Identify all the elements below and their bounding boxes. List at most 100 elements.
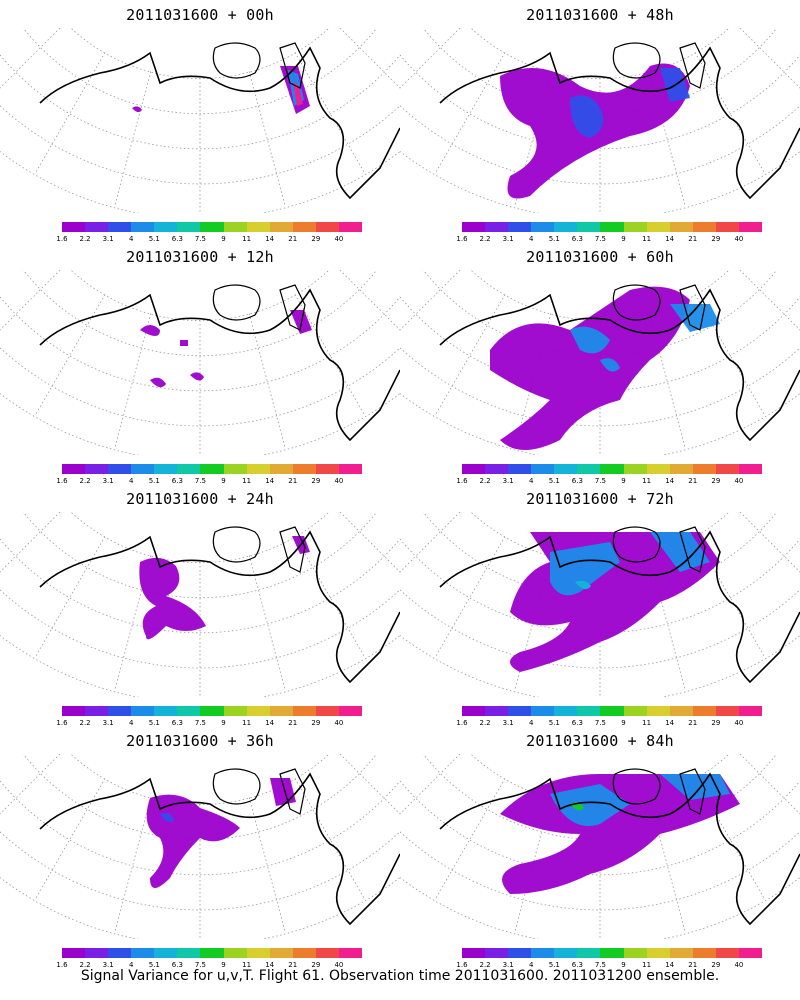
colorbar-tick-label: 29 xyxy=(711,719,721,727)
colorbar-swatch xyxy=(223,706,247,716)
colorbar-ticks: 1.6 2.2 3.1 4 5.1 6.3 7.5 9 11 14 21 29 40 xyxy=(456,719,762,729)
colorbar-tick-label: 4 xyxy=(528,477,534,485)
colorbar-swatch xyxy=(554,222,578,232)
colorbar-tick-label: 21 xyxy=(688,235,698,243)
colorbar-swatch xyxy=(692,706,716,716)
colorbar-swatch xyxy=(62,948,86,958)
colorbar-swatch xyxy=(692,222,716,232)
colorbar-swatch xyxy=(577,222,601,232)
colorbar-ticks: 1.6 2.2 3.1 4 5.1 6.3 7.5 9 11 14 21 29 40 xyxy=(56,235,362,245)
colorbar-swatch xyxy=(531,464,555,474)
colorbar-swatch xyxy=(246,948,270,958)
colorbar-ticks: 1.6 2.2 3.1 4 5.1 6.3 7.5 9 11 14 21 29 40 xyxy=(56,477,362,487)
colorbar-swatch xyxy=(200,464,224,474)
colorbar-tick-label: 2.2 xyxy=(79,477,91,485)
colorbar-swatch xyxy=(531,706,555,716)
colorbar-swatch xyxy=(462,222,486,232)
map-panel: 2011031600 + 00h 1.6 2.2 3.1 4 5.1 6.3 7.5 9 11 14… xyxy=(0,0,400,243)
polar-map xyxy=(400,512,800,697)
colorbar-swatch xyxy=(508,948,532,958)
colorbar-tick-label: 14 xyxy=(265,477,275,485)
colorbar-tick-label: 40 xyxy=(734,235,744,243)
colorbar-tick-label: 21 xyxy=(688,719,698,727)
colorbar-tick-label: 14 xyxy=(665,235,675,243)
colorbar xyxy=(62,222,363,232)
colorbar-swatch xyxy=(269,464,293,474)
colorbar-swatch xyxy=(669,464,693,474)
polar-map xyxy=(400,270,800,455)
variance-contour xyxy=(490,286,690,450)
colorbar-tick-label: 11 xyxy=(242,477,252,485)
colorbar-swatch xyxy=(462,948,486,958)
colorbar-swatch xyxy=(554,948,578,958)
colorbar-tick-label: 21 xyxy=(688,477,698,485)
colorbar-tick-label: 40 xyxy=(734,961,744,969)
colorbar-tick-label: 3.1 xyxy=(502,235,514,243)
colorbar-swatch xyxy=(577,464,601,474)
colorbar-swatch xyxy=(62,222,86,232)
colorbar-tick-label: 4 xyxy=(128,235,134,243)
colorbar-tick-label: 14 xyxy=(265,719,275,727)
coastline xyxy=(39,772,400,926)
colorbar-tick-label: 40 xyxy=(334,235,344,243)
colorbar-tick-label: 6.3 xyxy=(571,961,583,969)
colorbar-tick-label: 14 xyxy=(265,235,275,243)
colorbar-swatch xyxy=(223,222,247,232)
colorbar-swatch xyxy=(715,222,739,232)
colorbar-swatch xyxy=(177,948,201,958)
colorbar-swatch xyxy=(738,464,763,474)
colorbar-swatch xyxy=(462,706,486,716)
colorbar-swatch xyxy=(646,706,670,716)
variance-contour xyxy=(160,812,174,822)
greenland-outline xyxy=(279,284,306,331)
colorbar-swatch xyxy=(692,948,716,958)
colorbar-swatch xyxy=(338,222,363,232)
colorbar-tick-label: 6.3 xyxy=(571,719,583,727)
colorbar-swatch xyxy=(85,706,109,716)
colorbar-tick-label: 5.1 xyxy=(548,477,560,485)
colorbar xyxy=(462,464,763,474)
colorbar-ticks: 1.6 2.2 3.1 4 5.1 6.3 7.5 9 11 14 21 29 40 xyxy=(56,961,362,971)
colorbar-tick-label: 3.1 xyxy=(502,961,514,969)
colorbar-swatch xyxy=(508,464,532,474)
colorbar-tick-label: 7.5 xyxy=(594,719,607,727)
colorbar-tick-label: 4 xyxy=(128,719,134,727)
arctic-islands xyxy=(212,42,261,79)
colorbar-swatch xyxy=(177,464,201,474)
arctic-islands xyxy=(212,526,261,563)
variance-contour xyxy=(270,778,296,806)
colorbar-swatch xyxy=(246,222,270,232)
colorbar-swatch xyxy=(131,464,155,474)
colorbar-tick-label: 6.3 xyxy=(171,235,183,243)
colorbar-swatch xyxy=(577,948,601,958)
colorbar-tick-label: 3.1 xyxy=(502,477,514,485)
figure-caption: Signal Variance for u,v,T. Flight 61. Ob… xyxy=(80,968,720,984)
colorbar-swatch xyxy=(715,464,739,474)
variance-contour xyxy=(650,532,710,572)
arctic-islands xyxy=(212,284,261,321)
colorbar-swatch xyxy=(200,222,224,232)
colorbar-swatch xyxy=(200,948,224,958)
colorbar-tick-label: 21 xyxy=(688,961,698,969)
map-panel: 2011031600 + 60h 1.6 2.2 3.1 4 5.1 6.3 7.5 9 11 14… xyxy=(400,242,800,485)
colorbar-swatch xyxy=(669,222,693,232)
colorbar-tick-label: 1.6 xyxy=(56,477,68,485)
variance-contour xyxy=(140,325,160,336)
colorbar-tick-label: 6.3 xyxy=(171,961,183,969)
colorbar-swatch xyxy=(738,948,763,958)
colorbar-swatch xyxy=(485,464,509,474)
colorbar-swatch xyxy=(131,706,155,716)
colorbar-swatch xyxy=(108,706,132,716)
arctic-islands xyxy=(612,526,661,563)
colorbar-swatch xyxy=(623,948,647,958)
colorbar-swatch xyxy=(85,948,109,958)
colorbar-tick-label: 11 xyxy=(242,719,252,727)
polar-map xyxy=(0,512,400,697)
map-panel: 2011031600 + 84h 1.6 2.2 3.1 4 5.1 6.3 7.5 9 11 14… xyxy=(400,726,800,969)
colorbar-swatch xyxy=(554,464,578,474)
greenland-outline xyxy=(679,42,706,89)
colorbar-tick-label: 21 xyxy=(288,961,298,969)
colorbar-tick-label: 6.3 xyxy=(171,719,183,727)
colorbar-tick-label: 1.6 xyxy=(456,235,468,243)
colorbar-swatch xyxy=(623,464,647,474)
